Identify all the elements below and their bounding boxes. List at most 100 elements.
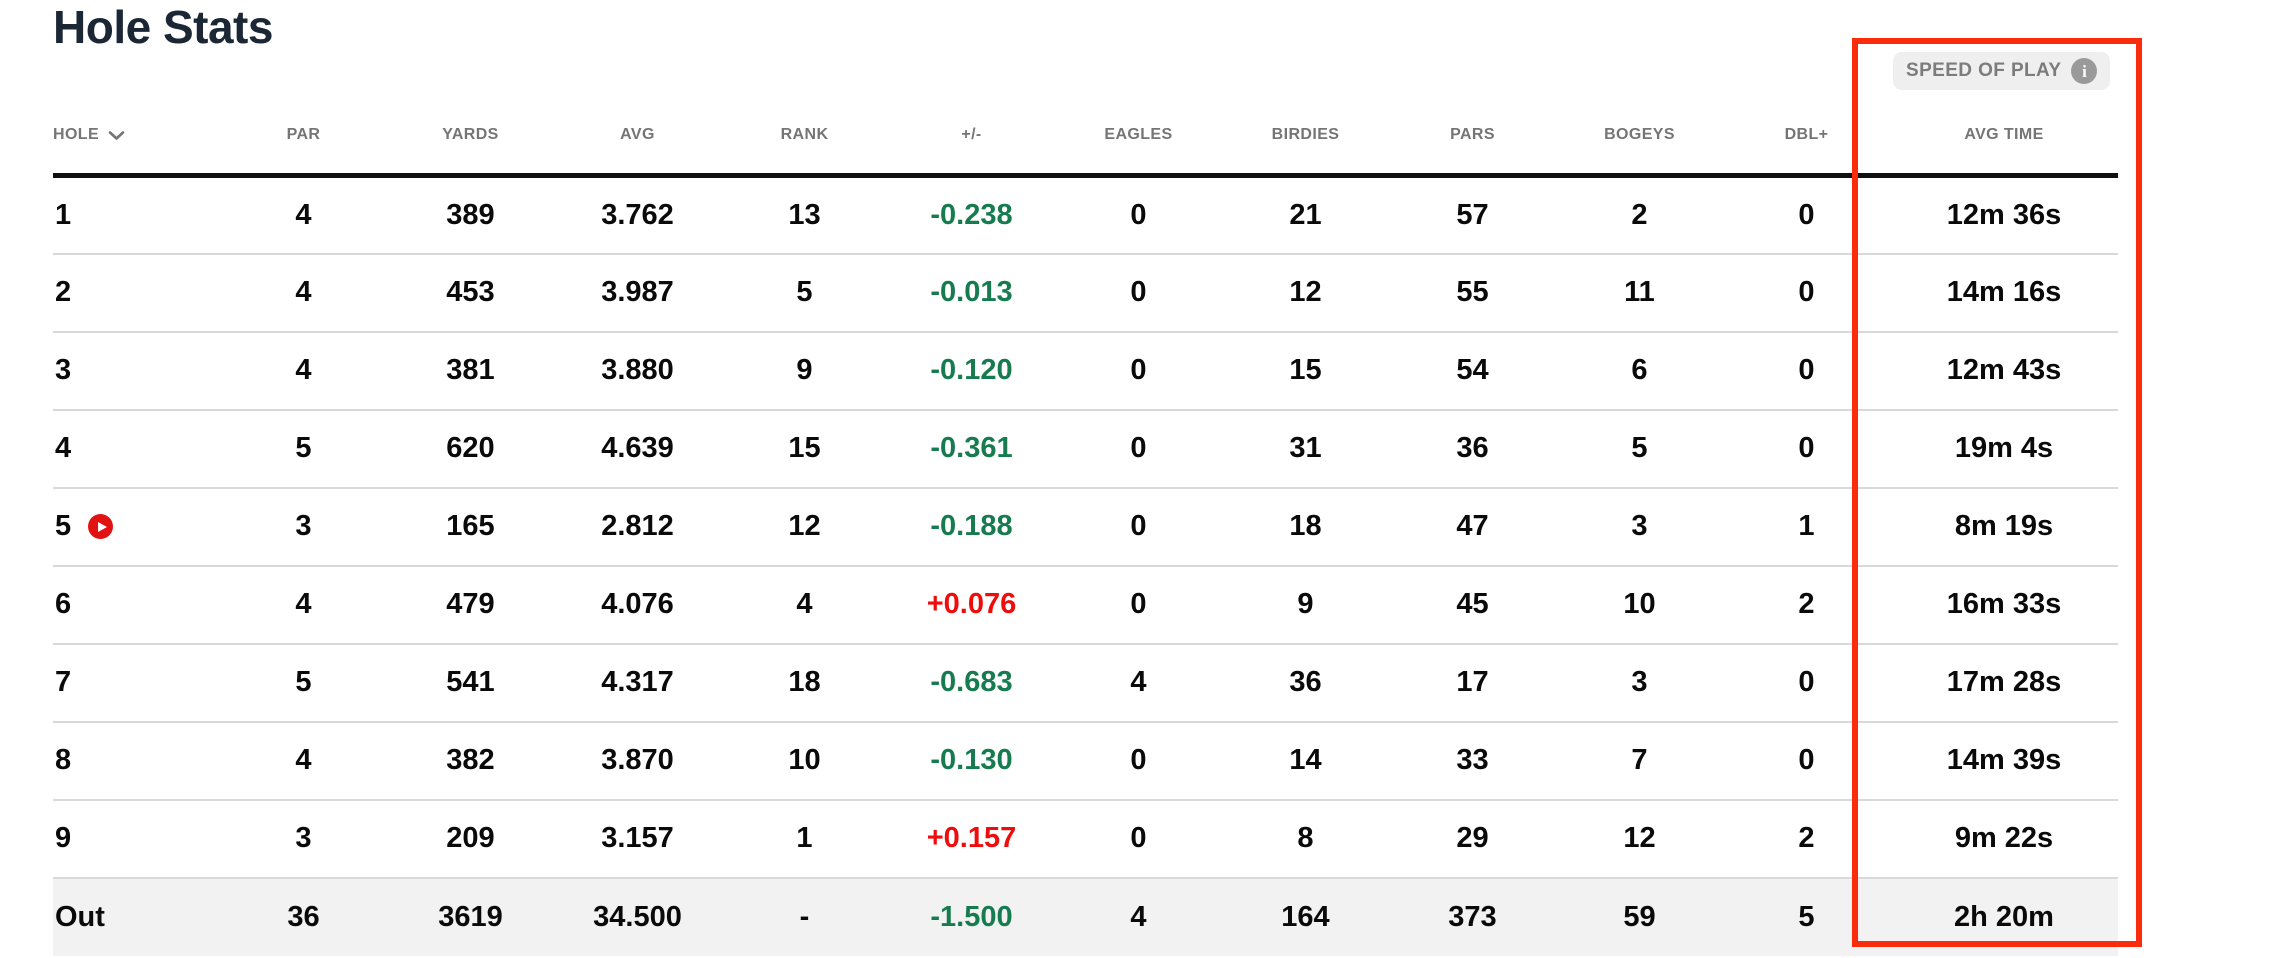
table-row: 3 4 381 3.880 9 -0.120 0 15 54 6 0 12m 4… (53, 332, 2118, 410)
cell-birdies: 8 (1297, 822, 1314, 854)
cell-pars: 45 (1456, 588, 1489, 620)
cell-avg-time: 14m 39s (1946, 744, 2062, 776)
cell-eagles: 0 (1130, 276, 1147, 308)
cell-hole: 2 (55, 276, 72, 308)
cell-yards: 381 (446, 354, 495, 386)
cell-avg-time: 9m 22s (1954, 822, 2054, 854)
cell-hole: 5 (53, 488, 220, 566)
cell-hole: 8 (55, 744, 72, 776)
page-title: Hole Stats (53, 1, 273, 53)
speed-of-play-badge: SPEED OF PLAY i (1893, 52, 2111, 90)
table-row: 1 4 389 3.762 13 -0.238 0 21 57 2 0 12m … (53, 176, 2118, 254)
cell-plus-minus: +0.076 (926, 588, 1017, 620)
column-header-rank[interactable]: RANK (780, 126, 829, 143)
cell-eagles: 0 (1130, 744, 1147, 776)
cell-par: 36 (287, 900, 320, 933)
column-header-eagles[interactable]: EAGLES (1104, 126, 1173, 143)
cell-par: 5 (295, 666, 312, 698)
cell-rank: 5 (796, 276, 813, 308)
cell-avg: 4.317 (601, 666, 674, 698)
column-header-avg[interactable]: AVG (620, 126, 655, 143)
cell-bogeys: 59 (1623, 900, 1656, 933)
cell-pars: 55 (1456, 276, 1489, 308)
cell-pars: 47 (1456, 510, 1489, 542)
column-header-par[interactable]: PAR (286, 126, 321, 143)
info-icon[interactable]: i (2071, 58, 2098, 84)
cell-bogeys: 11 (1624, 276, 1655, 308)
cell-eagles: 0 (1130, 822, 1147, 854)
cell-eagles: 0 (1130, 588, 1147, 620)
cell-birdies: 36 (1289, 666, 1322, 698)
cell-avg: 4.076 (601, 588, 674, 620)
column-header-dbl[interactable]: DBL+ (1784, 126, 1829, 143)
cell-eagles: 0 (1130, 354, 1147, 386)
cell-bogeys: 10 (1623, 588, 1656, 620)
summary-row-out: Out 36 3619 34.500 - -1.500 4 164 373 59… (53, 877, 2118, 956)
cell-birdies: 14 (1289, 744, 1322, 776)
column-header-bogeys[interactable]: BOGEYS (1604, 126, 1675, 143)
cell-avg: 4.639 (601, 432, 674, 464)
column-header-hole-label: HOLE (53, 126, 100, 143)
cell-rank: 1 (796, 822, 813, 854)
column-header-pars[interactable]: PARS (1450, 126, 1495, 143)
cell-avg: 3.157 (601, 822, 674, 854)
table-row: 9 3 209 3.157 1 +0.157 0 8 29 12 2 9m 22… (53, 800, 2118, 878)
cell-bogeys: 6 (1631, 354, 1648, 386)
cell-eagles: 0 (1130, 432, 1147, 464)
cell-bogeys: 12 (1623, 822, 1656, 854)
table-row: 4 5 620 4.639 15 -0.361 0 31 36 5 0 19m … (53, 410, 2118, 488)
cell-pars: 373 (1448, 900, 1497, 933)
cell-avg-time: 16m 33s (1946, 588, 2062, 620)
cell-eagles: 4 (1130, 666, 1147, 698)
cell-hole: 3 (55, 354, 72, 386)
cell-par: 3 (295, 822, 312, 854)
cell-rank: 4 (796, 588, 813, 620)
cell-par: 3 (295, 510, 312, 542)
cell-avg-time: 8m 19s (1954, 510, 2054, 542)
cell-bogeys: 7 (1631, 744, 1648, 776)
cell-yards: 620 (446, 432, 495, 464)
column-header-hole[interactable]: HOLE (53, 97, 220, 176)
cell-dbl: 0 (1798, 276, 1815, 308)
cell-bogeys: 5 (1631, 432, 1648, 464)
cell-yards: 209 (446, 822, 495, 854)
cell-yards: 165 (446, 510, 495, 542)
cell-avg-time: 2h 20m (1954, 900, 2054, 933)
cell-rank: - (799, 900, 810, 933)
cell-avg-time: 14m 16s (1946, 276, 2062, 308)
column-header-yards[interactable]: YARDS (442, 126, 499, 143)
cell-dbl: 2 (1798, 822, 1815, 854)
cell-rank: 15 (788, 432, 821, 464)
cell-plus-minus: -0.361 (930, 432, 1013, 464)
cell-hole: 7 (55, 666, 72, 698)
cell-yards: 382 (446, 744, 495, 776)
cell-par: 4 (295, 744, 312, 776)
column-header-plus-minus[interactable]: +/- (961, 126, 982, 143)
column-header-avg-time[interactable]: AVG TIME (1964, 126, 2044, 143)
cell-rank: 13 (788, 198, 821, 231)
cell-yards: 541 (446, 666, 495, 698)
cell-yards: 479 (446, 588, 495, 620)
cell-pars: 57 (1456, 198, 1489, 231)
cell-birdies: 12 (1289, 276, 1322, 308)
cell-avg-time: 12m 43s (1946, 354, 2062, 386)
table-header-row: HOLE PAR YARDS AVG RANK +/- EAGLES BIRDI… (53, 97, 2118, 176)
cell-plus-minus: -0.238 (930, 198, 1013, 231)
speed-of-play-label: SPEED OF PLAY (1906, 60, 2062, 81)
cell-dbl: 2 (1798, 588, 1815, 620)
cell-birdies: 18 (1289, 510, 1322, 542)
cell-avg: 34.500 (593, 900, 682, 933)
cell-dbl: 0 (1798, 354, 1815, 386)
cell-dbl: 5 (1798, 900, 1815, 933)
cell-yards: 453 (446, 276, 495, 308)
cell-avg-time: 17m 28s (1946, 666, 2062, 698)
column-header-birdies[interactable]: BIRDIES (1271, 126, 1340, 143)
cell-bogeys: 2 (1631, 198, 1648, 231)
play-video-icon[interactable] (88, 514, 114, 539)
cell-avg: 3.987 (601, 276, 674, 308)
cell-avg: 3.880 (601, 354, 674, 386)
table-row: 5 3 165 2.812 12 -0.188 0 18 47 3 1 8m 1… (53, 488, 2118, 566)
hole-stats-table: HOLE PAR YARDS AVG RANK +/- EAGLES BIRDI… (53, 97, 2118, 956)
cell-par: 4 (295, 354, 312, 386)
cell-plus-minus: -1.500 (930, 900, 1013, 933)
